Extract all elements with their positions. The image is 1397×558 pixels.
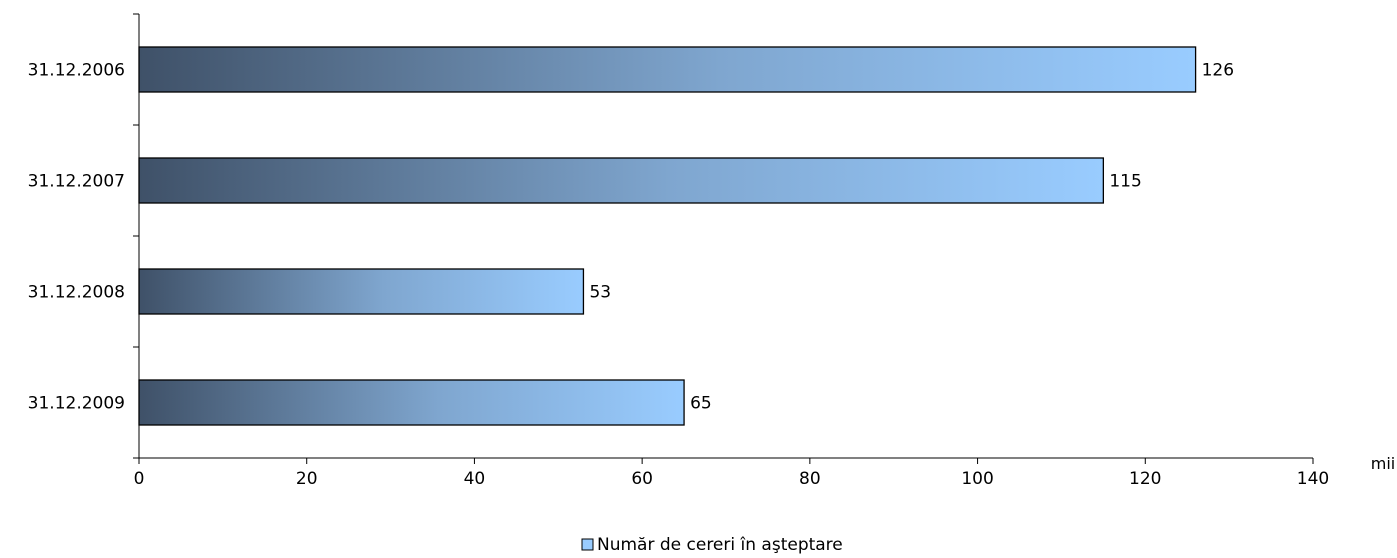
category-label-2: 31.12.2007 <box>28 172 125 192</box>
bar-3 <box>138 268 585 315</box>
x-tick-label-5: 100 <box>961 469 993 489</box>
category-labels-layer: 31.12.2006 31.12.2007 31.12.2008 31.12.2009 <box>28 61 125 414</box>
x-tick-label-6: 120 <box>1129 469 1161 489</box>
x-axis-unit-label: mii <box>1371 454 1395 473</box>
x-tick-label-0: 0 <box>134 469 145 489</box>
data-labels-layer: 126 115 53 65 <box>589 61 1234 414</box>
data-label-4: 65 <box>690 394 712 414</box>
data-label-1: 126 <box>1202 61 1234 81</box>
bar-1 <box>138 46 1197 93</box>
bar-4 <box>138 379 685 426</box>
data-label-2: 115 <box>1109 172 1141 192</box>
legend: Număr de cereri în aşteptare <box>581 535 843 555</box>
x-tick-label-1: 20 <box>296 469 318 489</box>
category-label-3: 31.12.2008 <box>28 283 125 303</box>
category-label-4: 31.12.2009 <box>28 394 125 414</box>
x-tick-label-2: 40 <box>464 469 486 489</box>
bars-layer <box>138 46 1197 426</box>
data-label-3: 53 <box>589 283 611 303</box>
y-ticks-layer <box>133 13 139 459</box>
x-tick-label-3: 60 <box>631 469 653 489</box>
category-label-1: 31.12.2006 <box>28 61 125 81</box>
legend-swatch <box>581 538 594 551</box>
bar-2 <box>138 157 1105 204</box>
x-ticks-layer: 0 20 40 60 80 100 120 140 <box>134 458 1329 489</box>
x-tick-label-7: 140 <box>1297 469 1329 489</box>
x-tick-label-4: 80 <box>799 469 821 489</box>
legend-item-label: Număr de cereri în aşteptare <box>597 535 843 555</box>
